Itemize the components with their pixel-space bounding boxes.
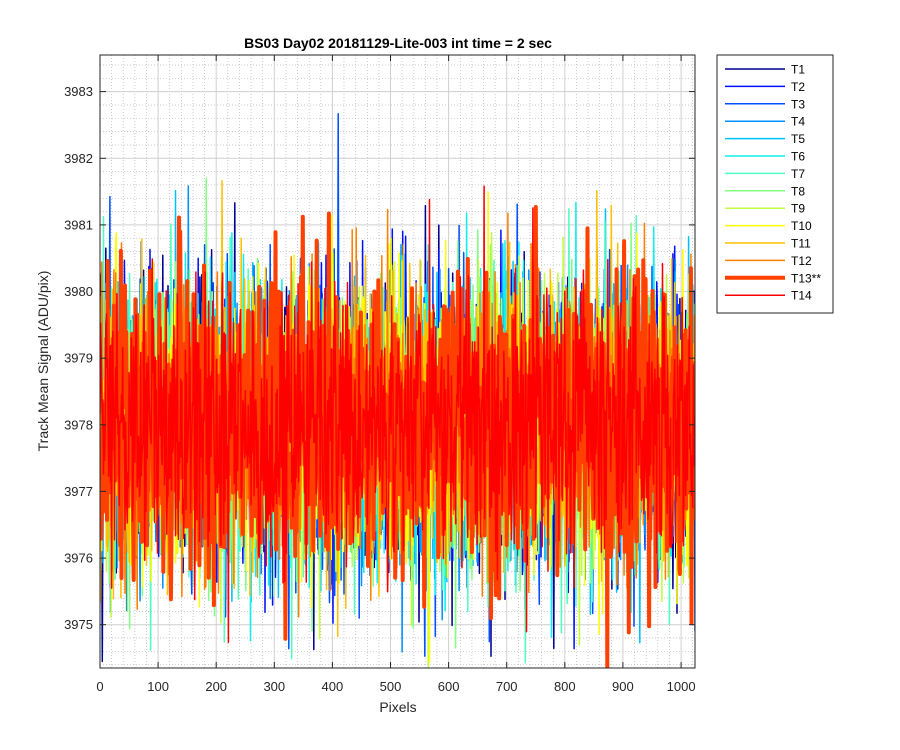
y-tick-label: 3981	[64, 217, 93, 232]
x-tick-label: 0	[96, 679, 103, 694]
legend-item: T12	[725, 254, 812, 268]
legend-item: T8	[725, 184, 805, 198]
legend-label: T13**	[791, 271, 821, 285]
x-tick-label: 700	[496, 679, 518, 694]
legend-label: T7	[791, 167, 805, 181]
y-tick-label: 3977	[64, 484, 93, 499]
y-axis-title: Track Mean Signal (ADU/pix)	[35, 271, 51, 452]
plot-frame	[99, 54, 696, 669]
legend-item: T14	[725, 289, 812, 303]
y-tick-label: 3982	[64, 151, 93, 166]
legend-item: T5	[725, 132, 805, 146]
x-tick-label: 800	[554, 679, 576, 694]
y-tick-label: 3976	[64, 551, 93, 566]
x-tick-label: 500	[380, 679, 402, 694]
series-group	[100, 113, 695, 668]
legend-label: T9	[791, 202, 805, 216]
y-tick-labels: 3975 3976 3977 3978 3979 3980 3981 3982 3983	[64, 84, 93, 632]
legend-item: T4	[725, 115, 805, 129]
legend-item: T9	[725, 202, 805, 216]
legend-label: T12	[791, 254, 812, 268]
legend: T1 T2 T3 T4 T5 T6 T7 T8 T9 T10 T11 T12 T13** T14	[716, 54, 834, 314]
y-tick-label: 3979	[64, 351, 93, 366]
axis-ticks	[99, 55, 695, 668]
chart-title: BS03 Day02 20181129-Lite-003 int time = …	[244, 35, 552, 51]
y-tick-label: 3975	[64, 617, 93, 632]
legend-label: T5	[791, 132, 805, 146]
legend-item: T13**	[725, 271, 821, 285]
x-tick-label: 600	[438, 679, 460, 694]
legend-item: T7	[725, 167, 805, 181]
x-tick-label: 900	[612, 679, 634, 694]
legend-label: T6	[791, 150, 805, 164]
x-tick-label: 1000	[667, 679, 696, 694]
y-tick-label: 3983	[64, 84, 93, 99]
legend-item: T1	[725, 63, 805, 77]
legend-item: T2	[725, 80, 805, 94]
x-tick-labels: 0 100 200 300 400 500 600 700 800 900 1000	[96, 679, 695, 694]
x-tick-label: 200	[205, 679, 227, 694]
legend-item: T11	[725, 237, 811, 251]
legend-label: T2	[791, 80, 805, 94]
legend-box	[716, 54, 834, 314]
legend-items: T1 T2 T3 T4 T5 T6 T7 T8 T9 T10 T11 T12 T13** T14	[725, 63, 821, 303]
legend-label: T11	[791, 237, 811, 251]
x-axis-title: Pixels	[379, 699, 416, 715]
legend-item: T3	[725, 97, 805, 111]
y-tick-label: 3980	[64, 284, 93, 299]
x-tick-label: 300	[263, 679, 285, 694]
legend-item: T10	[725, 219, 812, 233]
y-tick-label: 3978	[64, 417, 93, 432]
series-line-t14	[100, 185, 695, 644]
legend-label: T10	[791, 219, 812, 233]
legend-item: T6	[725, 150, 805, 164]
x-tick-label: 100	[147, 679, 169, 694]
x-tick-label: 400	[322, 679, 344, 694]
legend-label: T8	[791, 184, 805, 198]
legend-label: T1	[791, 63, 805, 77]
legend-label: T4	[791, 115, 805, 129]
legend-label: T14	[791, 289, 812, 303]
legend-label: T3	[791, 97, 805, 111]
